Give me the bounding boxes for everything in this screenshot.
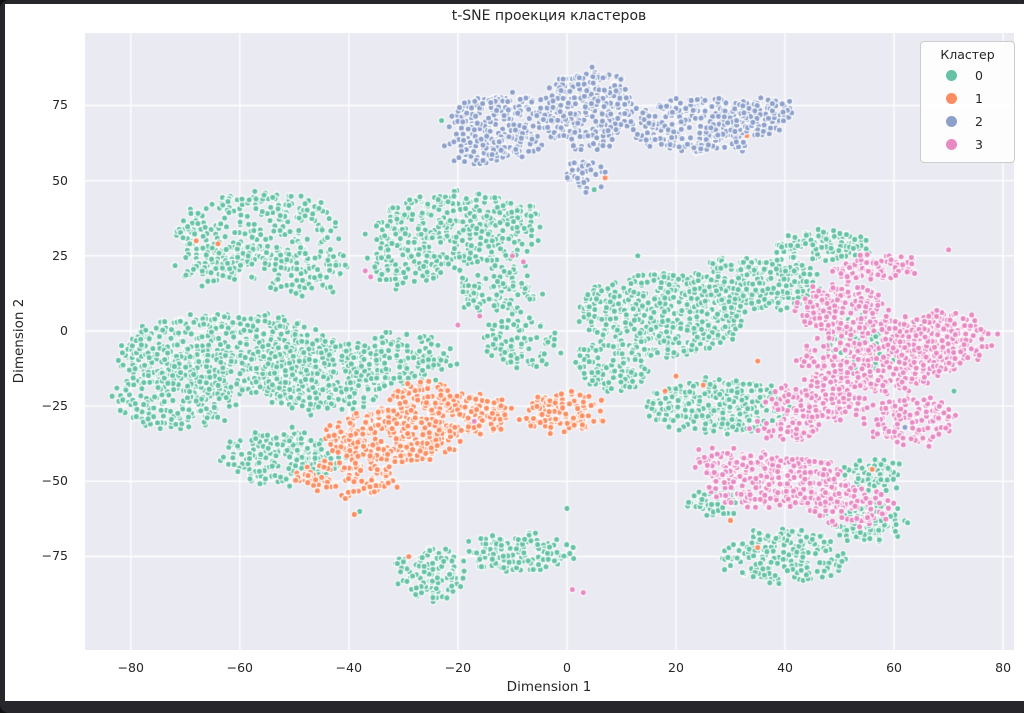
x-tick-label: 40 [777,660,793,675]
scatter-canvas [85,33,1014,650]
legend-title: Кластер [940,47,995,62]
x-tick-label: 80 [995,660,1012,675]
y-tick-label: 0 [60,322,68,338]
y-tick-label: −25 [41,398,68,414]
legend-marker-icon [946,93,957,104]
y-tick-label: 25 [52,247,68,263]
legend-marker-icon [946,139,957,150]
legend-entry: 3 [921,133,1014,156]
y-tick-label: −50 [41,473,68,489]
y-tick-label: 75 [52,97,68,113]
legend-entry: 1 [921,87,1014,110]
x-tick-label: 20 [668,660,684,675]
x-tick-label: −80 [117,660,144,675]
chart-title: t-SNE проекция кластеров [451,8,647,24]
y-tick-label: −75 [41,548,68,564]
legend-marker-icon [946,70,957,81]
x-tick-label: 0 [562,660,571,675]
legend-entry: 0 [921,64,1014,87]
legend-entry-label: 1 [975,91,983,106]
x-tick-label: −40 [335,660,363,675]
y-axis-label: Dimension 2 [11,298,27,384]
legend-entries: 0 1 2 3 [921,64,1014,156]
legend: Кластер 0 1 2 3 [920,41,1015,163]
legend-marker-icon [946,116,957,127]
legend-entry-label: 2 [975,114,983,129]
legend-entry-label: 0 [975,68,983,83]
x-axis-label: Dimension 1 [506,679,592,695]
legend-entry: 2 [921,110,1014,133]
x-tick-label: −20 [444,660,472,675]
x-tick-label: 60 [886,660,902,675]
legend-entry-label: 3 [975,137,983,152]
y-tick-label: 50 [52,172,68,188]
x-tick-label: −60 [226,660,254,675]
